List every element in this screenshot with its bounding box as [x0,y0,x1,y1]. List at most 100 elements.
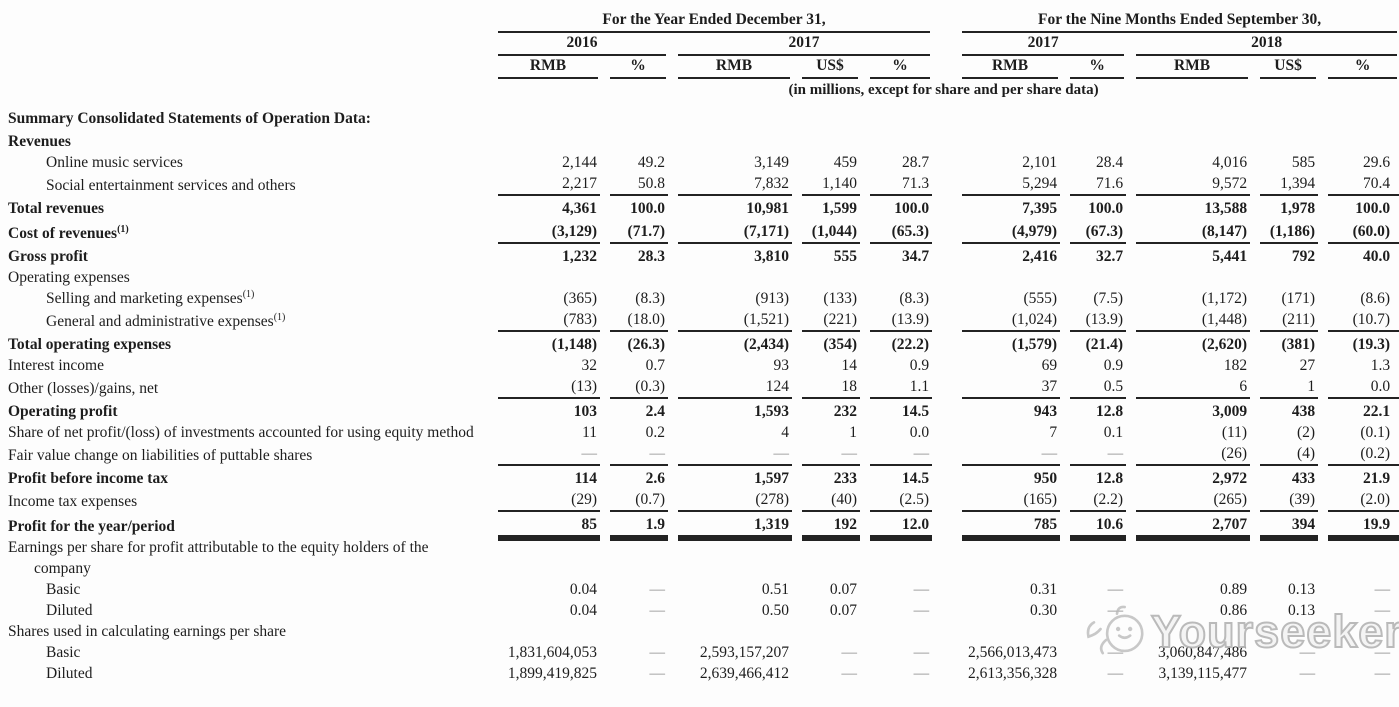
cell-value: 233 [833,470,857,487]
column-gap [932,196,952,219]
cell-value: (211) [1250,309,1319,332]
table-row: Profit for the year/period 85 1.9 1,319 192 1… [0,512,1399,537]
units-note-row: (in millions, except for share and per s… [0,79,1399,106]
cell-value: — [649,581,666,598]
column-gap [932,152,952,173]
row-label: Total revenues [8,200,105,217]
row-label: Basic [46,581,81,598]
column-gap [932,10,952,33]
row-label: Operating profit [8,403,118,420]
cell-value: (2) [1296,424,1316,441]
cell-value: 13,588 [1204,200,1248,217]
cell-value: (913) [755,290,789,307]
cell-value: 50.8 [600,173,668,196]
cell-value [1126,621,1250,642]
cell-value: 0.9 [1103,357,1124,374]
row-label: Cost of revenues(1) [8,223,129,242]
cell-value: 100.0 [1088,200,1124,217]
cell-value: 2,707 [1126,512,1251,537]
cell-value: 0.7 [645,357,665,374]
year-2017: 2017 [668,33,932,56]
cell-value: (22.2) [891,336,930,353]
cell-value [952,621,1060,642]
table-row: Income tax expenses (29) (0.7) (278) (40) (2.… [0,489,1399,512]
cell-value: (165) [952,489,1061,512]
cell-value: 1,394 [1250,173,1319,196]
table-row: General and administrative expenses(1) (7… [0,309,1399,332]
year-row: 2016 2017 2017 2018 [0,33,1399,56]
row-label: Operating expenses [8,269,130,286]
row-label: Profit before income tax [8,470,168,487]
cell-value: — [913,581,930,598]
cell-value [600,537,668,579]
table-row: Total revenues 4,361 100.0 10,981 1,599 100.0… [0,196,1399,219]
cell-value [792,537,860,579]
cell-value: 192 [792,512,860,537]
cell-value: 232 [833,403,857,420]
cell-value: 0.2 [645,424,665,441]
cell-value [600,267,668,288]
cell-value: — [649,602,666,619]
row-label: General and administrative expenses(1) [46,311,286,330]
column-gap [932,621,952,642]
column-gap [932,443,952,466]
cell-value: 433 [1291,470,1316,487]
column-gap [932,642,952,663]
cell-value: 2,972 [1212,470,1248,487]
cell-value [1318,267,1399,288]
cell-value [600,621,668,642]
cell-value: 2.4 [645,403,665,420]
column-gap [932,56,952,79]
cell-value: — [1374,581,1391,598]
cell-value [952,537,1060,579]
cell-value [792,129,860,152]
table-row: Basic 1,831,604,053 — 2,593,157,207 — — 2,566,… [0,642,1399,663]
table-row: Revenues [0,129,1399,152]
column-gap [932,173,952,196]
cell-value: (0.3) [600,376,668,399]
cell-value: 3,149 [754,154,789,171]
cell-value: 0.0 [909,424,930,441]
period-group-nine-months: For the Nine Months Ended September 30, [952,10,1399,33]
cell-value: (2.5) [860,489,933,512]
cell-value: 0.5 [1060,376,1127,399]
row-label: Earnings per share for profit attributab… [8,539,429,577]
cell-value [1250,106,1318,129]
cell-value [1126,267,1250,288]
cell-value: (1,448) [1126,309,1251,332]
cell-value: (4,979) [952,219,1061,244]
cell-value: 2,101 [1022,154,1058,171]
cell-value: 1,978 [1280,200,1316,217]
row-label: Other (losses)/gains, net [8,380,159,397]
cell-value: 12.0 [860,512,933,537]
cell-value: 0.86 [1219,602,1248,619]
cell-value: (2,620) [1201,336,1248,353]
table-row: Basic 0.04 — 0.51 0.07 — 0.31 — 0.89 0.13 — [0,579,1399,600]
cell-value: (8.3) [899,290,930,307]
cell-value: 2,613,356,328 [967,665,1058,682]
cell-value: 4,361 [562,200,597,217]
cell-value: — [1374,602,1391,619]
cell-value: (0.1) [1360,424,1391,441]
cell-value: 3,060,847,486 [1157,644,1248,661]
col-header-pct: % [1060,56,1126,79]
cell-value [860,621,932,642]
cell-value [488,267,600,288]
cell-value: 3,810 [754,248,789,265]
cell-value: (7,171) [668,219,792,244]
cell-value [860,129,932,152]
cell-value: 459 [833,154,857,171]
cell-value: — [913,665,930,682]
cell-value: 1,593 [754,403,789,420]
header-spacer [0,10,488,33]
cell-value [1250,129,1318,152]
row-label: Social entertainment services and others [46,177,296,194]
year-2016: 2016 [488,33,668,56]
cell-value: 0.07 [829,602,857,619]
cell-value: 71.3 [860,173,933,196]
header-spacer [0,33,488,56]
cell-value: (783) [488,309,600,332]
column-gap [932,376,952,399]
financial-table: For the Year Ended December 31, For the … [0,10,1399,684]
cell-value: 2,639,466,412 [699,665,789,682]
